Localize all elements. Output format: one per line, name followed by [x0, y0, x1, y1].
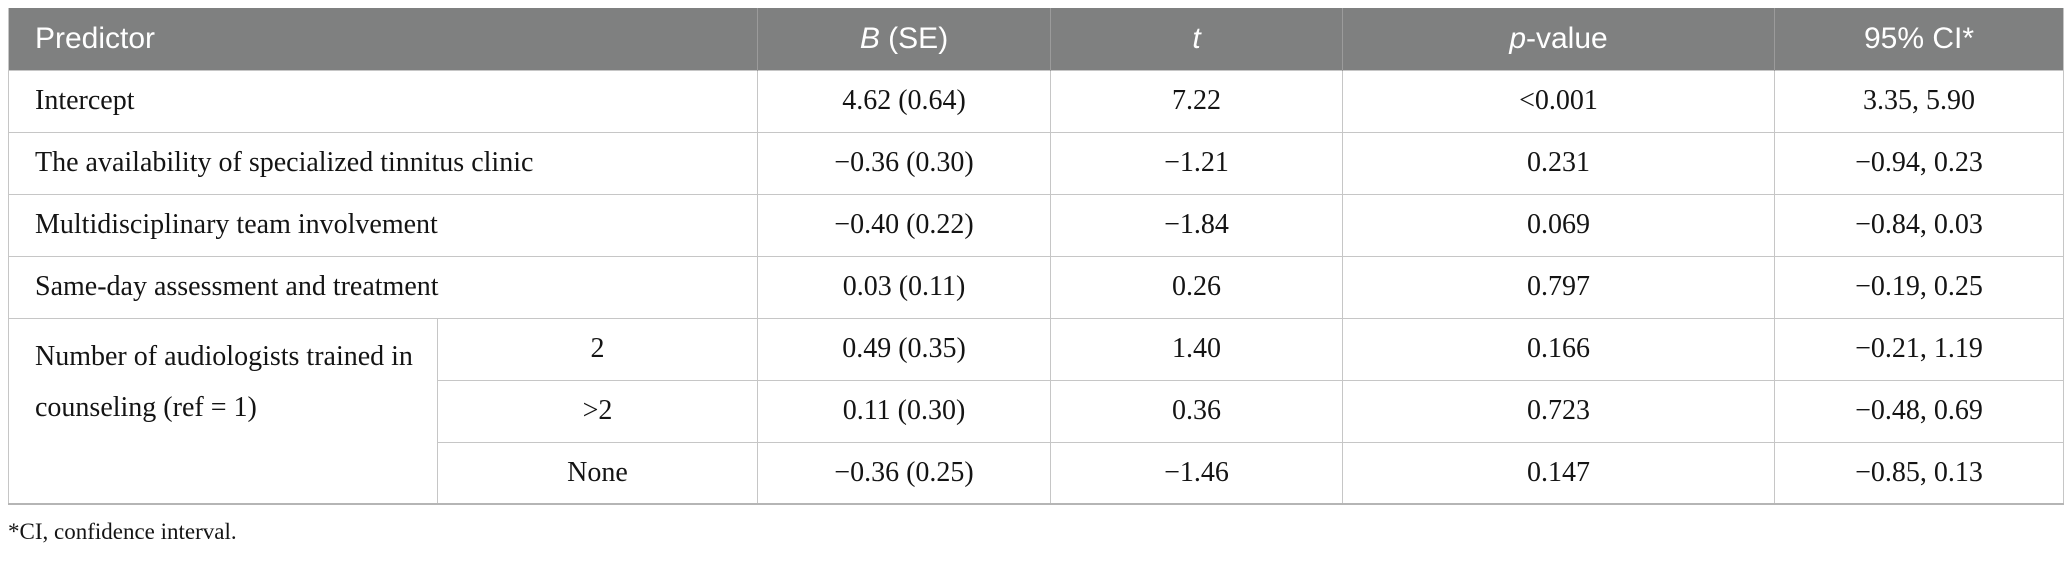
- sub-level-cell: >2: [436, 379, 759, 443]
- cell-b-se: 4.62 (0.64): [757, 69, 1052, 133]
- cell-t: 1.40: [1050, 317, 1344, 381]
- cell-b-se: −0.40 (0.22): [757, 193, 1052, 257]
- cell-b-se: −0.36 (0.25): [757, 441, 1052, 505]
- predictor-cell: The availability of specialized tinnitus…: [7, 131, 759, 195]
- predictor-cell: Multidisciplinary team involvement: [7, 193, 759, 257]
- cell-p-value: 0.069: [1342, 193, 1776, 257]
- sub-level-cell: 2: [436, 317, 759, 381]
- cell-p-value: 0.231: [1342, 131, 1776, 195]
- header-italic-part: B: [859, 21, 880, 55]
- cell-95ci: −0.21, 1.19: [1774, 317, 2065, 381]
- column-header-predictor: Predictor: [8, 8, 758, 70]
- cell-b-se: 0.49 (0.35): [757, 317, 1052, 381]
- predictor-cell: Same-day assessment and treatment: [7, 255, 759, 319]
- cell-p-value: 0.723: [1342, 379, 1776, 443]
- cell-b-se: −0.36 (0.30): [757, 131, 1052, 195]
- regression-table: Predictor B (SE) t p-value 95% CI* Inter…: [7, 8, 2065, 505]
- header-italic-part: p: [1509, 21, 1526, 55]
- column-header-p-value: p-value: [1342, 8, 1775, 70]
- cell-95ci: −0.19, 0.25: [1774, 255, 2065, 319]
- column-header-t: t: [1050, 8, 1343, 70]
- cell-95ci: −0.85, 0.13: [1774, 441, 2065, 505]
- table-row: Multidisciplinary team involvement −0.40…: [7, 193, 2065, 257]
- table-row: >2 0.11 (0.30) 0.36 0.723 −0.48, 0.69: [9, 379, 2065, 443]
- sub-level-cell: None: [436, 441, 759, 505]
- header-italic-part: t: [1192, 21, 1201, 55]
- column-header-b-se: B (SE): [757, 8, 1051, 70]
- group-label-cell: Number of audiologists trained in counse…: [8, 317, 438, 505]
- cell-p-value: 0.166: [1342, 317, 1776, 381]
- header-text-part: -value: [1526, 21, 1608, 55]
- header-text-part: 95% CI*: [1863, 21, 1975, 55]
- header-row: Predictor B (SE) t p-value 95% CI*: [8, 8, 2064, 70]
- cell-95ci: 3.35, 5.90: [1774, 69, 2065, 133]
- predictor-cell: Intercept: [7, 69, 759, 133]
- cell-p-value: 0.147: [1342, 441, 1776, 505]
- cell-b-se: 0.03 (0.11): [757, 255, 1052, 319]
- cell-p-value: <0.001: [1342, 69, 1776, 133]
- cell-95ci: −0.94, 0.23: [1774, 131, 2065, 195]
- cell-95ci: −0.48, 0.69: [1774, 379, 2065, 443]
- table-row: Same-day assessment and treatment 0.03 (…: [7, 255, 2065, 319]
- column-header-95ci: 95% CI*: [1774, 8, 2064, 70]
- cell-95ci: −0.84, 0.03: [1774, 193, 2065, 257]
- cell-t: −1.84: [1050, 193, 1344, 257]
- table-row: Number of audiologists trained in counse…: [8, 317, 2065, 505]
- cell-t: −1.21: [1050, 131, 1344, 195]
- cell-t: −1.46: [1050, 441, 1344, 505]
- table-row: None −0.36 (0.25) −1.46 0.147 −0.85, 0.1…: [9, 441, 2065, 505]
- table-row: The availability of specialized tinnitus…: [7, 131, 2065, 195]
- header-text-part: Predictor: [35, 21, 156, 55]
- cell-t: 0.26: [1050, 255, 1344, 319]
- cell-b-se: 0.11 (0.30): [757, 379, 1052, 443]
- cell-t: 0.36: [1050, 379, 1344, 443]
- cell-p-value: 0.797: [1342, 255, 1776, 319]
- cell-t: 7.22: [1050, 69, 1344, 133]
- table-footnote: *CI, confidence interval.: [8, 519, 237, 544]
- table-row: Intercept 4.62 (0.64) 7.22 <0.001 3.35, …: [7, 69, 2065, 133]
- header-text-part: (SE): [879, 21, 949, 55]
